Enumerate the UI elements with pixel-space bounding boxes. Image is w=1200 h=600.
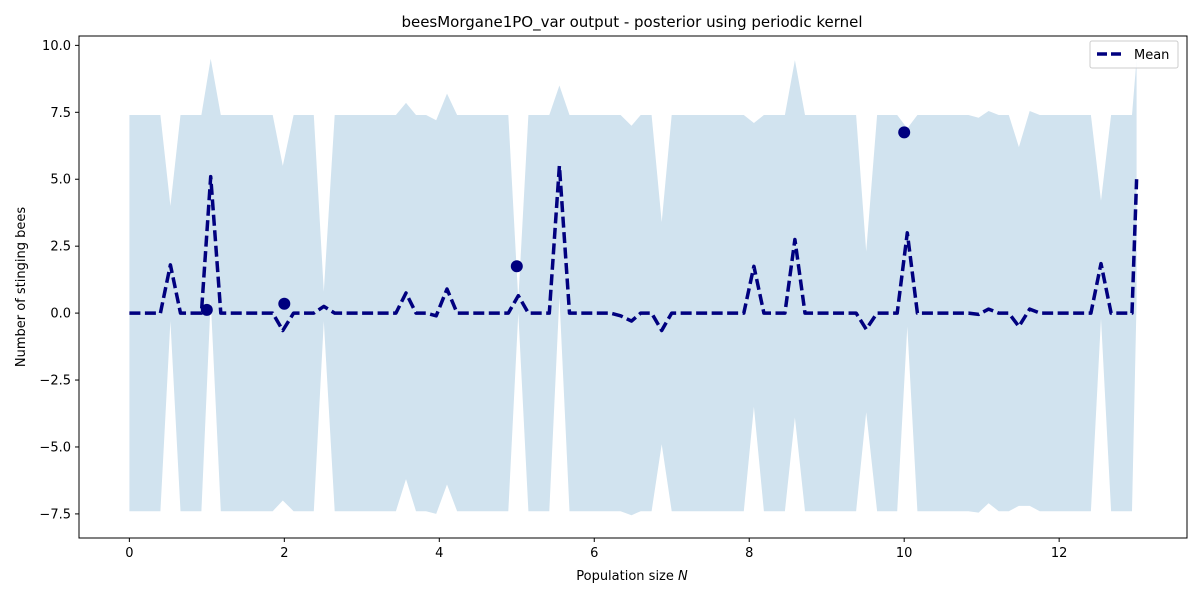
x-axis-title-text: Population size [576,569,674,584]
x-tick-label: 4 [435,546,443,561]
x-tick-label: 2 [280,546,288,561]
x-axis-ticks: 0 2 4 6 8 10 12 [125,538,1067,561]
x-tick-label: 12 [1051,546,1068,561]
legend: Mean [1089,40,1179,69]
y-axis-title: Number of stinging bees [14,207,29,367]
y-tick-label: 7.5 [50,106,71,121]
x-axis-title: Population size N [576,569,688,584]
x-axis-title-variable: N [678,569,688,584]
y-tick-label: 5.0 [50,173,71,188]
legend-entry-mean: Mean [1134,48,1169,63]
y-tick-label: 0.0 [50,307,71,322]
plot-frame [78,35,1188,539]
observation-points-layer [200,126,911,316]
x-tick-label: 6 [590,546,598,561]
y-tick-label: −2.5 [39,374,71,389]
mean-line-layer [129,164,1139,333]
x-tick-label: 8 [745,546,753,561]
confidence-band [129,58,1137,516]
chart-title: beesMorgane1PO_var output - posterior us… [401,13,862,32]
observation-point [898,126,911,139]
y-tick-label: −7.5 [39,507,71,522]
confidence-band-layer [129,58,1137,516]
mean-line [129,164,1139,333]
observation-point [278,297,291,310]
x-tick-label: 10 [896,546,913,561]
observation-point [200,303,213,316]
y-tick-label: 10.0 [42,39,71,54]
x-tick-label: 0 [125,546,133,561]
y-tick-label: −5.0 [39,440,71,455]
y-axis-ticks: −7.5 −5.0 −2.5 0.0 2.5 5.0 7.5 10.0 [39,39,79,522]
observation-point [510,260,523,273]
legend-box [1089,40,1179,69]
y-tick-label: 2.5 [50,240,71,255]
